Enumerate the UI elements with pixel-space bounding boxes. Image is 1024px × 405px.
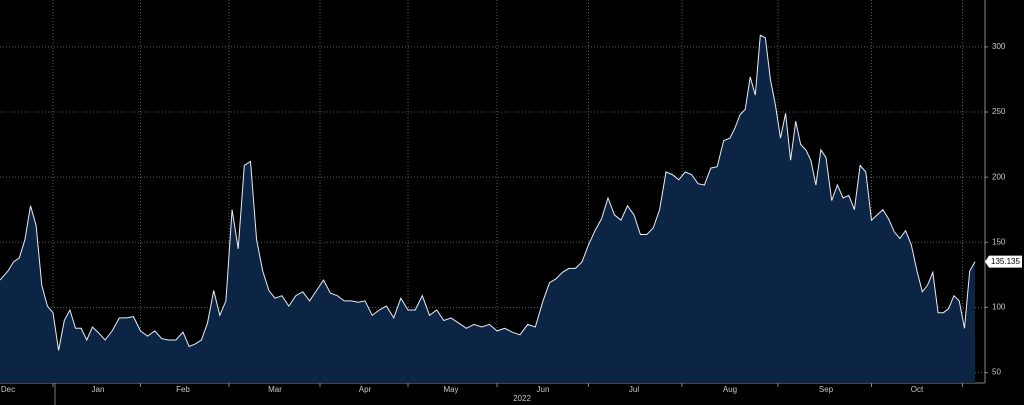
year-label: 2022 bbox=[513, 394, 531, 403]
last-value-tag bbox=[985, 255, 1022, 268]
x-tick-label: Jun bbox=[537, 385, 550, 394]
y-tick-label: 250 bbox=[992, 107, 1006, 116]
x-tick-label: Sep bbox=[819, 385, 834, 394]
x-tick-label: May bbox=[443, 385, 458, 394]
y-tick-label: 300 bbox=[992, 42, 1006, 51]
x-tick-label: Jul bbox=[629, 385, 639, 394]
x-tick-label: Oct bbox=[911, 385, 924, 394]
x-tick-label: Apr bbox=[359, 385, 372, 394]
x-tick-label: Feb bbox=[176, 385, 190, 394]
line bbox=[0, 34, 976, 351]
area-fill bbox=[0, 35, 975, 383]
y-tick-label: 50 bbox=[992, 368, 1001, 377]
x-tick-label: Jan bbox=[92, 385, 105, 394]
x-tick-label: Mar bbox=[268, 385, 282, 394]
last-value-label: 135.135 bbox=[991, 257, 1020, 266]
y-tick-label: 100 bbox=[992, 303, 1006, 312]
x-tick-label: Aug bbox=[723, 385, 737, 394]
y-tick-label: 150 bbox=[992, 237, 1006, 246]
y-tick-label: 200 bbox=[992, 172, 1006, 181]
x-tick-label: Dec bbox=[1, 385, 15, 394]
